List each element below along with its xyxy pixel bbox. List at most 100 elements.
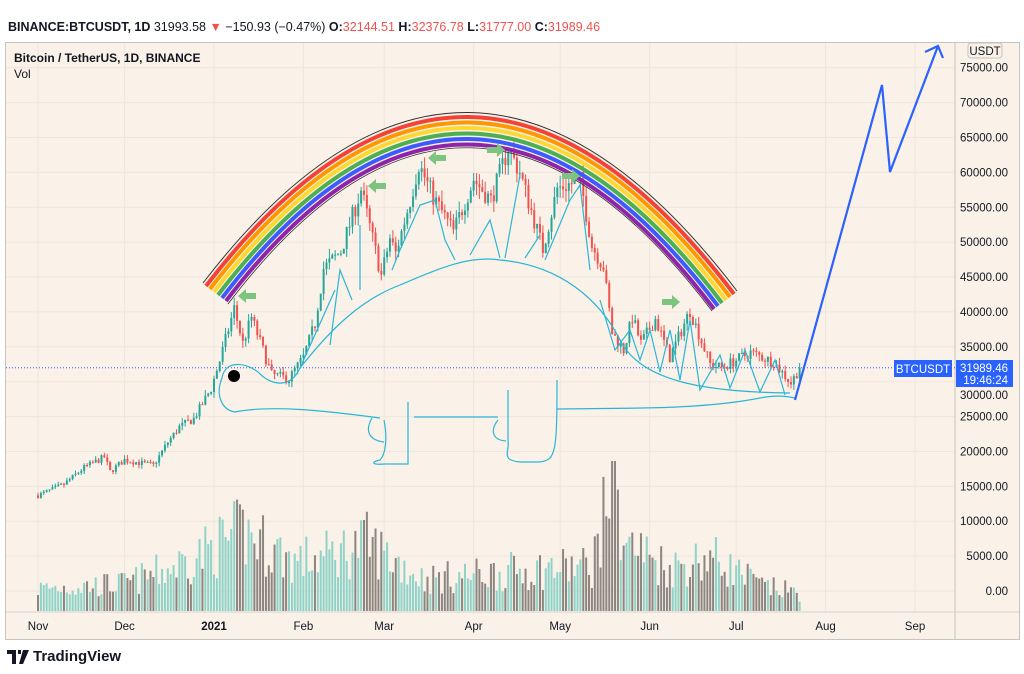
arrow-left-icon[interactable] bbox=[428, 151, 446, 165]
volume-bar bbox=[518, 568, 521, 611]
price-axis[interactable]: 75000.00 70000.00 65000.00 60000.00 55000.00… bbox=[960, 63, 1008, 598]
candle bbox=[585, 196, 588, 222]
open-value: 32144.51 bbox=[342, 20, 395, 34]
candle bbox=[515, 157, 518, 174]
candle bbox=[166, 442, 169, 446]
volume-bar bbox=[463, 563, 466, 611]
arrow-left-icon[interactable] bbox=[238, 289, 256, 303]
volume-bar bbox=[553, 577, 556, 611]
candle bbox=[290, 371, 293, 382]
candle bbox=[449, 218, 452, 221]
volume-bar bbox=[458, 572, 461, 611]
candle bbox=[622, 343, 625, 354]
volume-bar bbox=[625, 542, 628, 611]
candle bbox=[645, 327, 648, 334]
dino-tail bbox=[556, 395, 796, 410]
volume-bar bbox=[262, 515, 265, 611]
candle bbox=[787, 378, 790, 383]
volume-bar bbox=[120, 573, 123, 611]
volume-bar bbox=[593, 536, 596, 611]
candle bbox=[417, 172, 420, 185]
candle bbox=[533, 209, 536, 229]
volume-bar bbox=[743, 584, 746, 611]
volume-bar bbox=[204, 526, 207, 611]
volume-bar bbox=[605, 516, 608, 611]
tradingview-logo[interactable]: TradingView bbox=[7, 648, 121, 665]
candle bbox=[414, 184, 417, 197]
currency-badge[interactable]: USDT bbox=[967, 42, 1003, 59]
volume-bar bbox=[114, 591, 117, 611]
candles bbox=[37, 141, 801, 499]
volume-bar bbox=[74, 594, 77, 611]
candle bbox=[446, 212, 449, 219]
volume-bar bbox=[394, 558, 397, 611]
volume-bar bbox=[740, 574, 743, 611]
volume-bar bbox=[524, 568, 527, 611]
candle bbox=[798, 367, 801, 379]
candle bbox=[700, 339, 703, 344]
candle bbox=[536, 223, 539, 229]
candle bbox=[726, 367, 729, 370]
volume-bar bbox=[135, 567, 138, 611]
candle bbox=[605, 270, 608, 283]
rainbow-arc-drawing[interactable] bbox=[202, 112, 738, 312]
volume-bar bbox=[775, 590, 778, 611]
chart-pane[interactable] bbox=[5, 42, 1020, 640]
candle bbox=[406, 212, 409, 225]
green-arrows[interactable] bbox=[238, 143, 680, 309]
volume-bar bbox=[769, 595, 772, 611]
candle bbox=[740, 352, 743, 354]
candle bbox=[184, 419, 187, 423]
volume-bars bbox=[37, 461, 801, 611]
dinosaur-drawing[interactable] bbox=[218, 174, 796, 465]
candle bbox=[466, 202, 469, 211]
arrow-right-icon[interactable] bbox=[662, 295, 680, 309]
volume-bar bbox=[495, 590, 498, 611]
rainbow-purple-band bbox=[224, 142, 716, 311]
price-tick-label: 35000.00 bbox=[960, 342, 1008, 354]
volume-bar bbox=[54, 585, 57, 611]
candle bbox=[325, 262, 328, 270]
time-tick-label: Sep bbox=[905, 621, 925, 633]
volume-bar bbox=[622, 545, 625, 611]
time-tick-label: 2021 bbox=[201, 621, 227, 633]
candle bbox=[435, 197, 438, 205]
candle bbox=[117, 462, 120, 466]
volume-bar bbox=[637, 555, 640, 611]
volume-bar bbox=[48, 588, 51, 611]
volume-bar bbox=[140, 563, 143, 611]
candle bbox=[478, 184, 481, 188]
volume-bar bbox=[573, 576, 576, 611]
volume-bar bbox=[484, 583, 487, 611]
volume-bar bbox=[738, 559, 741, 611]
time-axis[interactable]: Nov Dec 2021 Feb Mar Apr May Jun Jul Aug Sep bbox=[28, 621, 926, 633]
candle bbox=[723, 367, 726, 369]
volume-bar bbox=[290, 582, 293, 611]
candle bbox=[709, 351, 712, 364]
time-tick-label: Mar bbox=[374, 621, 394, 633]
candle bbox=[498, 164, 501, 174]
volume-bar bbox=[498, 571, 501, 611]
rainbow-orange-band bbox=[208, 120, 732, 299]
volume-bar bbox=[175, 577, 178, 611]
projection-path-drawing[interactable] bbox=[793, 44, 945, 401]
candle bbox=[573, 178, 576, 185]
candle bbox=[772, 366, 775, 368]
candle bbox=[123, 458, 126, 465]
volume-bar bbox=[132, 574, 135, 611]
candle bbox=[420, 168, 423, 173]
candle bbox=[642, 333, 645, 340]
volume-bar bbox=[752, 573, 755, 611]
volume-bar bbox=[37, 595, 39, 611]
volume-bar bbox=[671, 587, 674, 611]
arrow-right-icon[interactable] bbox=[562, 169, 580, 183]
candle bbox=[149, 461, 152, 463]
price-tick-label: 40000.00 bbox=[960, 307, 1008, 319]
arrow-left-icon[interactable] bbox=[368, 179, 386, 193]
arrow-right-icon[interactable] bbox=[487, 143, 505, 157]
candle bbox=[163, 445, 166, 451]
volume-bar bbox=[729, 554, 732, 611]
grid-lines bbox=[6, 43, 955, 612]
candle bbox=[674, 341, 677, 349]
